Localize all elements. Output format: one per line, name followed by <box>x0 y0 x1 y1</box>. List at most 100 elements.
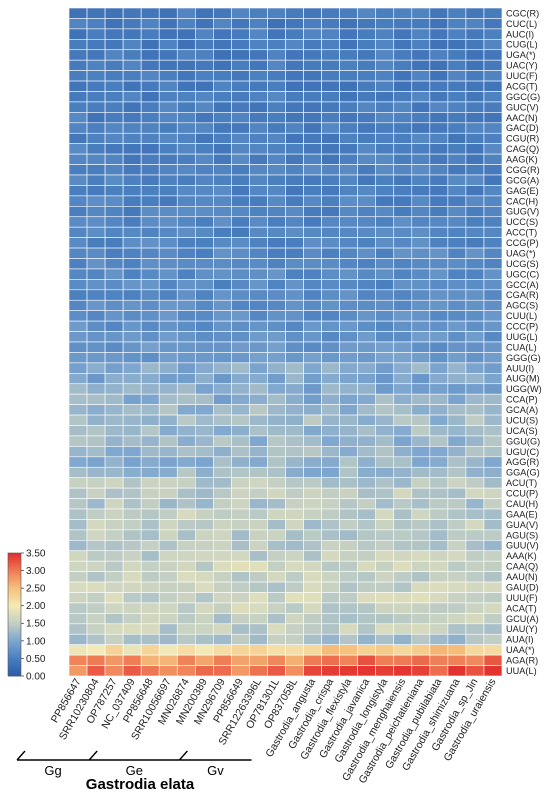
heatmap-cell <box>140 425 160 437</box>
heatmap-cell <box>213 143 232 155</box>
heatmap-cell <box>411 498 431 510</box>
heatmap-cell <box>483 153 503 165</box>
group-bracket-tick <box>16 750 26 761</box>
heatmap-cell <box>68 425 88 437</box>
heatmap-cell <box>86 206 106 218</box>
heatmap-cell <box>231 216 250 228</box>
heatmap-cell <box>231 654 250 666</box>
heatmap-cell <box>357 226 377 238</box>
heatmap-cell <box>357 268 377 280</box>
colorbar-segment <box>8 591 21 594</box>
heatmap-cell <box>321 153 340 165</box>
heatmap-cell <box>249 560 268 572</box>
heatmap-cell <box>303 320 322 332</box>
heatmap-cell <box>231 446 250 458</box>
heatmap-cell <box>68 373 88 385</box>
heatmap-cell <box>231 174 250 186</box>
heatmap-cell <box>213 633 232 645</box>
heatmap-cell <box>285 174 304 186</box>
heatmap-cell <box>429 414 449 426</box>
heatmap-cell <box>465 508 485 520</box>
heatmap-cell <box>321 91 340 103</box>
heatmap-cell <box>429 299 449 311</box>
heatmap-cell <box>267 18 286 30</box>
heatmap-cell <box>213 404 232 416</box>
heatmap-cell <box>267 185 286 197</box>
heatmap-cell <box>303 28 322 40</box>
heatmap-cell <box>122 28 142 40</box>
heatmap-cell <box>483 550 503 562</box>
heatmap-cell <box>411 279 431 291</box>
heatmap-cell <box>104 592 124 604</box>
row-label: AUG(M) <box>506 374 540 384</box>
heatmap-cell <box>231 352 250 364</box>
heatmap-cell <box>213 560 232 572</box>
heatmap-cell <box>213 268 232 280</box>
heatmap-cell <box>411 7 431 19</box>
heatmap-cell <box>447 49 467 61</box>
heatmap-cell <box>140 466 160 478</box>
heatmap-cell <box>465 446 485 458</box>
heatmap-cell <box>465 310 485 322</box>
colorbar-segment <box>8 654 21 658</box>
heatmap-cell <box>429 550 449 562</box>
heatmap-cell <box>213 414 232 426</box>
heatmap-cell <box>104 404 124 416</box>
heatmap-cell <box>411 258 431 270</box>
heatmap-cell <box>375 153 395 165</box>
heatmap-cell <box>483 289 503 301</box>
heatmap-cell <box>267 331 286 343</box>
heatmap-cell <box>213 80 232 92</box>
heatmap-cell <box>267 59 286 71</box>
heatmap-cell <box>375 456 395 468</box>
heatmap-cell <box>122 18 142 30</box>
heatmap-cell <box>68 258 88 270</box>
heatmap-cell <box>357 49 377 61</box>
heatmap-cell <box>411 487 431 499</box>
heatmap-cell <box>267 633 286 645</box>
heatmap-cell <box>411 49 431 61</box>
heatmap-cell <box>321 299 340 311</box>
heatmap-cell <box>285 665 304 677</box>
heatmap-cell <box>375 70 395 82</box>
heatmap-cell <box>68 91 88 103</box>
heatmap-cell <box>303 80 322 92</box>
colorbar-segment <box>8 614 21 617</box>
heatmap-cell <box>249 143 268 155</box>
heatmap-cell <box>483 70 503 82</box>
heatmap-cell <box>140 185 160 197</box>
heatmap-cell <box>321 18 340 30</box>
heatmap-cell <box>285 623 304 635</box>
heatmap-cell <box>140 550 160 562</box>
heatmap-cell <box>176 299 196 311</box>
heatmap-cell <box>447 237 467 249</box>
row-label: CCU(P) <box>506 489 538 499</box>
heatmap-cell <box>483 268 503 280</box>
heatmap-cell <box>213 571 232 583</box>
heatmap-cell <box>104 101 124 113</box>
heatmap-cell <box>176 560 196 572</box>
heatmap-cell <box>375 91 395 103</box>
heatmap-cell <box>122 112 142 124</box>
heatmap-cell <box>267 654 286 666</box>
heatmap-cell <box>429 466 449 478</box>
heatmap-cell <box>104 425 124 437</box>
heatmap-cell <box>231 425 250 437</box>
heatmap-cell <box>213 320 232 332</box>
heatmap-cell <box>194 425 214 437</box>
heatmap-cell <box>321 477 340 489</box>
heatmap-cell <box>86 49 106 61</box>
heatmap-cell <box>158 331 178 343</box>
heatmap-cell <box>429 404 449 416</box>
heatmap-cell <box>447 540 467 552</box>
heatmap-cell <box>213 383 232 395</box>
heatmap-cell <box>140 560 160 572</box>
heatmap-cell <box>267 112 286 124</box>
heatmap-cell <box>375 550 395 562</box>
heatmap-cell <box>122 101 142 113</box>
heatmap-cell <box>357 247 377 259</box>
heatmap-cell <box>104 226 124 238</box>
heatmap-cell <box>447 571 467 583</box>
heatmap-cell <box>339 383 358 395</box>
heatmap-cell <box>375 59 395 71</box>
